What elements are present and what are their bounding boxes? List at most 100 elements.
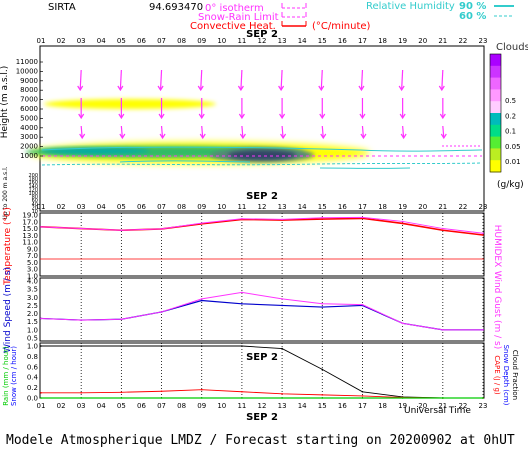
y-tick-label: 3.5	[27, 286, 38, 294]
wind-arrow-head	[399, 113, 406, 120]
legend-humidity-label: Relative Humidity	[366, 1, 455, 12]
wind-arrow	[119, 69, 122, 91]
temperature-y-title: Temperature (°C)	[3, 207, 13, 286]
top-hour-axis: 01 02 03 04 05 06 07 08 09 10 11 12 13 14 15 16 17 18 19 20…	[37, 29, 488, 45]
date-label-mid: SEP 2	[246, 191, 278, 202]
footer-title: Modele Atmospherique LMDZ / Forecast sta…	[6, 433, 515, 448]
humidity-contours	[41, 146, 483, 169]
series-point	[241, 345, 243, 347]
snow-depth-y-title: Snow Depth (cm)	[502, 345, 510, 406]
height-tick-label: 6000	[20, 105, 38, 113]
y-tick-label: 15.0	[22, 225, 38, 233]
series-point	[321, 218, 324, 220]
hour-tick-label: 16	[338, 402, 347, 410]
colorbar-level-label: 0.1	[505, 128, 516, 136]
legend-convective-label: Convective Heat.	[190, 21, 276, 32]
hour-tick-label: 14	[298, 203, 307, 211]
height-tick-label: 11000	[16, 58, 38, 66]
series-point	[321, 303, 324, 305]
hour-tick-label: 11	[237, 402, 246, 410]
wind-arrow	[360, 69, 364, 91]
hour-tick-label: 04	[97, 402, 106, 410]
cloud-y-title: Height (m a.s.l.)	[0, 66, 10, 139]
rain-y-title: Rain (mm / hour)	[2, 346, 10, 406]
temperature-panel: 19.017.015.013.011.09.07.05.03.01.0 Temp…	[3, 207, 502, 286]
wind-arrow-head	[439, 113, 446, 120]
hour-tick-label: 05	[117, 402, 126, 410]
hour-tick-label: 01	[37, 402, 46, 410]
hour-tick-label: 11	[237, 203, 246, 211]
wind-arrow	[160, 125, 164, 139]
wind-arrow-head	[118, 113, 125, 120]
height-tick-label-lower: 10	[32, 209, 38, 215]
wind-arrow	[281, 125, 284, 139]
hour-tick-label: 13	[278, 402, 287, 410]
y-tick-label: 17.0	[22, 218, 38, 226]
series-point	[120, 229, 123, 232]
series-point	[40, 397, 42, 399]
wind-arrow-head	[360, 133, 367, 140]
hour-tick-label: 02	[57, 37, 66, 45]
hour-tick-label: 20	[418, 37, 427, 45]
hour-tick-label: 08	[177, 37, 186, 45]
hour-tick-label: 12	[258, 203, 267, 211]
hour-tick-label: 13	[278, 37, 287, 45]
cloud-fraction-y-title: Cloud Fraction	[511, 350, 519, 400]
series-point	[160, 397, 163, 399]
wind-arrow	[200, 69, 203, 91]
series-point	[281, 393, 283, 395]
y-tick-label: 0.2	[27, 384, 38, 392]
hour-tick-label: 23	[479, 203, 488, 211]
series-point	[241, 397, 243, 399]
hour-tick-label: 12	[258, 37, 267, 45]
height-tick-label: 4000	[20, 124, 38, 132]
hour-tick-label: 07	[157, 203, 166, 211]
colorbar-swatch	[490, 124, 501, 138]
hour-tick-label: 03	[77, 402, 86, 410]
y-tick-label: 11.0	[22, 239, 38, 247]
series-point	[401, 322, 404, 325]
wind-arrow	[321, 125, 324, 139]
universal-time-label: Universal Time	[404, 406, 471, 416]
wind-arrow	[442, 125, 445, 139]
height-tick-label: 2000	[20, 143, 38, 151]
hour-tick-label: 22	[458, 37, 467, 45]
y-tick-label: 4.0	[27, 278, 38, 286]
y-tick-label: 1.0	[27, 343, 38, 351]
hour-tick-label: 01	[37, 203, 46, 211]
wind-arrow-head	[438, 85, 445, 92]
y-tick-label: 1.0	[27, 326, 38, 334]
series-point	[281, 218, 283, 221]
series-point	[442, 329, 444, 331]
series-point	[361, 395, 364, 397]
series-point	[401, 220, 404, 223]
hour-tick-label: 03	[77, 203, 86, 211]
hour-tick-label: 03	[77, 37, 86, 45]
hour-tick-label: 06	[137, 37, 146, 45]
series-point	[281, 304, 283, 307]
wind-arrow-head	[359, 113, 366, 120]
series-point	[442, 229, 444, 232]
gust-y-title: Wind Gust (m / s)	[492, 271, 502, 349]
legend-convective-unit: (°C/minute)	[312, 21, 371, 32]
hour-tick-label: 07	[157, 37, 166, 45]
hour-tick-label: 16	[338, 203, 347, 211]
colorbar-title: Clouds	[496, 42, 528, 53]
wind-arrow-head	[440, 133, 447, 140]
clouds-colorbar: Clouds 0.5 0.2 0.1 0.05 0.01 (g/kg)	[489, 42, 528, 190]
series-point	[80, 397, 82, 399]
wind-series	[40, 291, 484, 331]
hour-tick-label: 22	[458, 402, 467, 410]
hour-tick-label: 02	[57, 402, 66, 410]
height-tick-label: 10000	[16, 67, 38, 75]
y-tick-label: 0.6	[27, 363, 39, 371]
series-point	[160, 390, 163, 393]
series-point	[442, 227, 444, 230]
series-point	[160, 228, 163, 230]
hour-tick-label: 01	[37, 37, 46, 45]
series-point	[200, 397, 203, 399]
bottom-hour-axis: 01 02 03 04 05 06 07 08 09 10 11 12 13 14 15 16 17 18 19 20…	[37, 402, 488, 423]
hour-tick-label: 14	[298, 402, 307, 410]
hour-tick-label: 18	[378, 203, 387, 211]
